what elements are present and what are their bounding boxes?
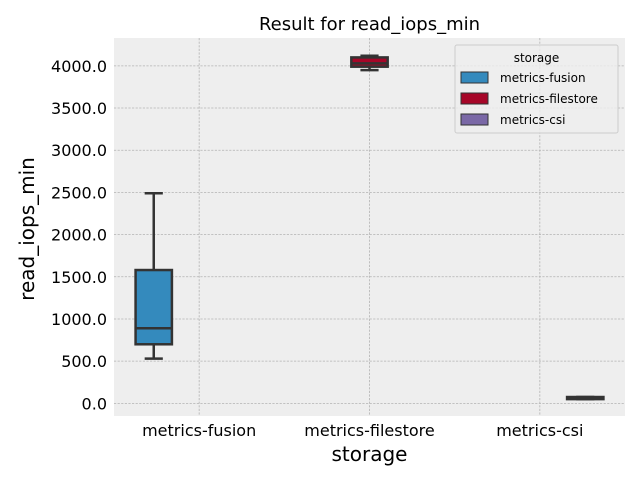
- legend-label: metrics-csi: [500, 113, 565, 127]
- box-metrics-fusion: [134, 192, 174, 360]
- y-axis-label: read_iops_min: [15, 157, 39, 301]
- legend-swatch: [460, 92, 489, 105]
- boxes: [134, 54, 605, 401]
- x-tick-label: metrics-csi: [496, 421, 583, 440]
- y-tick-label: 1000.0: [51, 310, 107, 329]
- box-body: [134, 268, 174, 346]
- legend-label: metrics-fusion: [500, 71, 586, 85]
- x-tick-label: metrics-filestore: [304, 421, 434, 440]
- y-tick-label: 1500.0: [51, 268, 107, 287]
- y-tick-label: 500.0: [61, 352, 107, 371]
- legend-title: storage: [514, 51, 560, 65]
- y-tick-label: 3000.0: [51, 141, 107, 160]
- box-metrics-csi: [565, 395, 605, 401]
- legend: storage metrics-fusion metrics-filestore m…: [454, 44, 619, 134]
- x-ticks: metrics-fusion metrics-filestore metrics-c…: [142, 421, 583, 440]
- y-tick-label: 3500.0: [51, 99, 107, 118]
- legend-swatch: [460, 113, 489, 126]
- y-ticks: 0.0 500.0 1000.0 1500.0 2000.0 2500.0 3000.0 35…: [51, 57, 107, 414]
- legend-label: metrics-filestore: [500, 92, 598, 106]
- box-metrics-filestore: [350, 54, 389, 72]
- x-tick-label: metrics-fusion: [142, 421, 256, 440]
- box-body: [350, 56, 389, 68]
- y-tick-label: 2000.0: [51, 226, 107, 245]
- y-tick-label: 2500.0: [51, 183, 107, 202]
- legend-swatch: [460, 71, 489, 84]
- y-tick-label: 4000.0: [51, 57, 107, 76]
- y-tick-label: 0.0: [82, 394, 107, 413]
- x-axis-label: storage: [332, 442, 408, 466]
- chart-title: Result for read_iops_min: [259, 14, 480, 35]
- legend-frame: [454, 44, 619, 134]
